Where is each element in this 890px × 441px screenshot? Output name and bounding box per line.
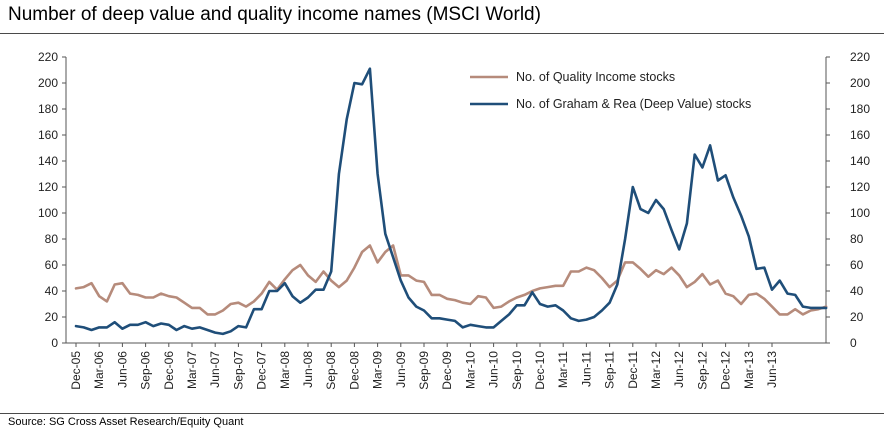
x-tick-label: Dec-05 — [69, 351, 83, 390]
x-tick-label: Dec-10 — [533, 351, 547, 390]
y-tick-label-left: 220 — [38, 50, 58, 64]
y-tick-label-right: 80 — [850, 232, 864, 246]
y-tick-label-right: 120 — [850, 180, 870, 194]
x-tick-label: Jun-08 — [301, 351, 315, 388]
y-tick-label-left: 80 — [45, 232, 59, 246]
legend-label: No. of Quality Income stocks — [516, 70, 675, 84]
x-tick-label: Mar-07 — [185, 351, 199, 389]
series-quality-income — [74, 244, 828, 316]
source-note: Source: SG Cross Asset Research/Equity Q… — [8, 416, 244, 428]
y-tick-label-left: 60 — [45, 258, 59, 272]
x-tick-label: Sep-06 — [139, 351, 153, 390]
x-tick-label: Jun-12 — [672, 351, 686, 388]
x-tick-label: Mar-08 — [278, 351, 292, 389]
x-tick-label: Mar-09 — [371, 351, 385, 389]
y-tick-label-left: 160 — [38, 128, 58, 142]
x-tick-label: Sep-10 — [510, 351, 524, 390]
x-tick-label: Mar-10 — [463, 351, 477, 389]
x-tick-label: Dec-06 — [162, 351, 176, 390]
axes: 0 0 20 20 40 40 60 60 80 80 100 100 120 120 140 140 160 1… — [38, 50, 870, 390]
x-tick-label: Jun-13 — [765, 351, 779, 388]
x-tick-label: Mar-06 — [92, 351, 106, 389]
bottom-divider — [0, 413, 884, 414]
top-divider — [0, 33, 884, 34]
y-tick-label-right: 40 — [850, 284, 864, 298]
x-tick-label: Sep-12 — [695, 351, 709, 390]
x-tick-label: Mar-13 — [742, 351, 756, 389]
x-tick-label: Mar-12 — [649, 351, 663, 389]
y-tick-label-left: 40 — [45, 284, 59, 298]
y-tick-label-left: 200 — [38, 76, 58, 90]
x-tick-label: Sep-07 — [231, 351, 245, 390]
x-tick-label: Jun-06 — [115, 351, 129, 388]
y-tick-label-right: 0 — [850, 336, 857, 350]
x-tick-label: Jun-09 — [394, 351, 408, 388]
y-tick-label-right: 20 — [850, 310, 864, 324]
x-tick-label: Dec-11 — [626, 351, 640, 389]
y-tick-label-left: 120 — [38, 180, 58, 194]
y-tick-label-left: 140 — [38, 154, 58, 168]
y-tick-label-left: 20 — [45, 310, 59, 324]
y-tick-label-right: 160 — [850, 128, 870, 142]
y-tick-label-left: 0 — [51, 336, 58, 350]
y-tick-label-right: 180 — [850, 102, 870, 116]
x-tick-label: Sep-08 — [324, 351, 338, 390]
y-tick-label-right: 60 — [850, 258, 864, 272]
y-tick-label-right: 200 — [850, 76, 870, 90]
legend-label: No. of Graham & Rea (Deep Value) stocks — [516, 97, 751, 111]
y-tick-label-right: 220 — [850, 50, 870, 64]
y-tick-label-right: 140 — [850, 154, 870, 168]
x-tick-label: Jun-10 — [487, 351, 501, 388]
x-tick-label: Dec-08 — [347, 351, 361, 390]
x-tick-label: Mar-11 — [556, 351, 570, 388]
x-tick-label: Sep-11 — [603, 351, 617, 389]
x-tick-label: Jun-11 — [579, 351, 593, 387]
x-tick-label: Dec-07 — [255, 351, 269, 390]
x-tick-label: Jun-07 — [208, 351, 222, 388]
y-tick-label-left: 180 — [38, 102, 58, 116]
series-lines — [74, 67, 828, 336]
chart-title: Number of deep value and quality income … — [8, 4, 541, 25]
y-tick-label-left: 100 — [38, 206, 58, 220]
x-tick-label: Dec-12 — [719, 351, 733, 390]
legend: No. of Quality Income stocks No. of Graha… — [470, 70, 751, 111]
series-deep-value — [74, 67, 828, 336]
x-tick-label: Dec-09 — [440, 351, 454, 390]
y-tick-label-right: 100 — [850, 206, 870, 220]
x-tick-label: Sep-09 — [417, 351, 431, 390]
